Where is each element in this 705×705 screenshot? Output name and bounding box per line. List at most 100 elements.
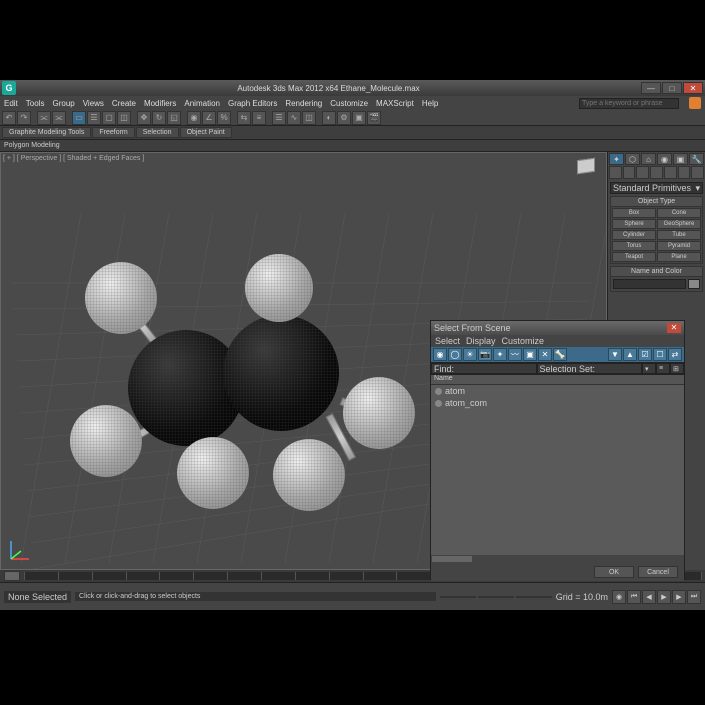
menu-tools[interactable]: Tools	[26, 99, 45, 108]
ribbon-sub-label[interactable]: Polygon Modeling	[4, 142, 60, 149]
ok-button[interactable]: OK	[594, 566, 634, 578]
filter-cameras-icon[interactable]: 📷	[478, 348, 492, 361]
menu-views[interactable]: Views	[83, 99, 104, 108]
hydrogen-atom[interactable]	[70, 405, 142, 477]
shapes-button[interactable]	[623, 166, 636, 179]
unlink-button[interactable]: ⫘	[52, 111, 66, 125]
objtype-box[interactable]: Box	[612, 208, 656, 218]
search-input[interactable]	[579, 98, 679, 109]
objtype-cylinder[interactable]: Cylinder	[612, 230, 656, 240]
selset-dropdown-icon[interactable]: ▾	[642, 363, 656, 374]
rotate-button[interactable]: ↻	[152, 111, 166, 125]
find-field[interactable]: Find:	[431, 363, 537, 374]
objtype-geosphere[interactable]: GeoSphere	[657, 219, 701, 229]
filter-button-b[interactable]: ⊞	[670, 363, 684, 374]
menu-modifiers[interactable]: Modifiers	[144, 99, 176, 108]
snap-button[interactable]: ◉	[187, 111, 201, 125]
objtype-sphere[interactable]: Sphere	[612, 219, 656, 229]
hydrogen-atom[interactable]	[85, 262, 157, 334]
selection-set-field[interactable]: Selection Set:	[537, 363, 643, 374]
ribbon-tab-graphite[interactable]: Graphite Modeling Tools	[2, 127, 91, 138]
minimize-button[interactable]: —	[641, 82, 661, 94]
objtype-pyramid[interactable]: Pyramid	[657, 241, 701, 251]
menu-animation[interactable]: Animation	[184, 99, 220, 108]
menu-create[interactable]: Create	[112, 99, 136, 108]
motion-tab[interactable]: ◉	[657, 153, 672, 165]
objtype-teapot[interactable]: Teapot	[612, 252, 656, 262]
cancel-button[interactable]: Cancel	[638, 566, 678, 578]
object-list[interactable]: atomatom_com	[431, 385, 684, 555]
menu-customize[interactable]: Customize	[330, 99, 368, 108]
select-name-button[interactable]: ☰	[87, 111, 101, 125]
carbon-atom[interactable]	[223, 315, 339, 431]
list-item[interactable]: atom_com	[431, 397, 684, 409]
horizontal-scrollbar[interactable]	[431, 555, 684, 563]
hydrogen-atom[interactable]	[245, 254, 313, 322]
spacewarps-button[interactable]	[678, 166, 691, 179]
undo-button[interactable]: ↶	[2, 111, 16, 125]
dialog-close-button[interactable]: ✕	[667, 323, 681, 333]
render-button[interactable]: 🎬	[367, 111, 381, 125]
modify-tab[interactable]: ⬡	[625, 153, 640, 165]
select-all-icon[interactable]: ☑	[638, 348, 652, 361]
cameras-button[interactable]	[650, 166, 663, 179]
goto-start-button[interactable]: ⏮	[627, 590, 641, 604]
close-button[interactable]: ✕	[683, 82, 703, 94]
menu-edit[interactable]: Edit	[4, 99, 18, 108]
filter-bones-icon[interactable]: 🦴	[553, 348, 567, 361]
hierarchy-tab[interactable]: ⌂	[641, 153, 656, 165]
ribbon-tab-selection[interactable]: Selection	[136, 127, 179, 138]
move-button[interactable]: ✥	[137, 111, 151, 125]
select-none-icon[interactable]: ☐	[653, 348, 667, 361]
expand-all-icon[interactable]: ▼	[608, 348, 622, 361]
ribbon-tab-objectpaint[interactable]: Object Paint	[180, 127, 232, 138]
coord-y[interactable]	[478, 596, 514, 598]
play-button[interactable]: ▶	[657, 590, 671, 604]
window-crossing-button[interactable]: ◫	[117, 111, 131, 125]
systems-button[interactable]	[691, 166, 704, 179]
app-logo-icon[interactable]: G	[2, 81, 16, 95]
list-item[interactable]: atom	[431, 385, 684, 397]
filter-groups-icon[interactable]: ▣	[523, 348, 537, 361]
filter-lights-icon[interactable]: ☀	[463, 348, 477, 361]
hydrogen-atom[interactable]	[343, 377, 415, 449]
material-editor-button[interactable]: ◐	[322, 111, 336, 125]
filter-button-a[interactable]: ≡	[656, 363, 670, 374]
dialog-menu-customize[interactable]: Customize	[502, 336, 545, 346]
filter-geometry-icon[interactable]: ◉	[433, 348, 447, 361]
maximize-button[interactable]: □	[662, 82, 682, 94]
create-tab[interactable]: ✦	[609, 153, 624, 165]
dialog-menu-display[interactable]: Display	[466, 336, 496, 346]
filter-xrefs-icon[interactable]: ✕	[538, 348, 552, 361]
render-setup-button[interactable]: ⚙	[337, 111, 351, 125]
percent-snap-button[interactable]: %	[217, 111, 231, 125]
geometry-button[interactable]	[609, 166, 622, 179]
coord-x[interactable]	[440, 596, 476, 598]
redo-button[interactable]: ↷	[17, 111, 31, 125]
object-name-input[interactable]	[613, 279, 686, 289]
helpers-button[interactable]	[664, 166, 677, 179]
align-button[interactable]: ≡	[252, 111, 266, 125]
select-region-button[interactable]: ▢	[102, 111, 116, 125]
curve-editor-button[interactable]: ∿	[287, 111, 301, 125]
filter-shapes-icon[interactable]: ◯	[448, 348, 462, 361]
display-tab[interactable]: ▣	[673, 153, 688, 165]
dialog-titlebar[interactable]: Select From Scene ✕	[431, 321, 684, 335]
link-button[interactable]: ⫘	[37, 111, 51, 125]
goto-end-button[interactable]: ⏭	[687, 590, 701, 604]
select-button[interactable]: ▭	[72, 111, 86, 125]
menu-maxscript[interactable]: MAXScript	[376, 99, 414, 108]
filter-helpers-icon[interactable]: ✦	[493, 348, 507, 361]
menu-group[interactable]: Group	[52, 99, 74, 108]
schematic-button[interactable]: ◫	[302, 111, 316, 125]
collapse-all-icon[interactable]: ▲	[623, 348, 637, 361]
menu-grapheditors[interactable]: Graph Editors	[228, 99, 277, 108]
select-invert-icon[interactable]: ⇄	[668, 348, 682, 361]
next-frame-button[interactable]: ▶	[672, 590, 686, 604]
objtype-torus[interactable]: Torus	[612, 241, 656, 251]
angle-snap-button[interactable]: ∠	[202, 111, 216, 125]
scale-button[interactable]: ◱	[167, 111, 181, 125]
lights-button[interactable]	[636, 166, 649, 179]
layers-button[interactable]: ☰	[272, 111, 286, 125]
primitive-dropdown[interactable]: Standard Primitives▾	[610, 182, 703, 194]
